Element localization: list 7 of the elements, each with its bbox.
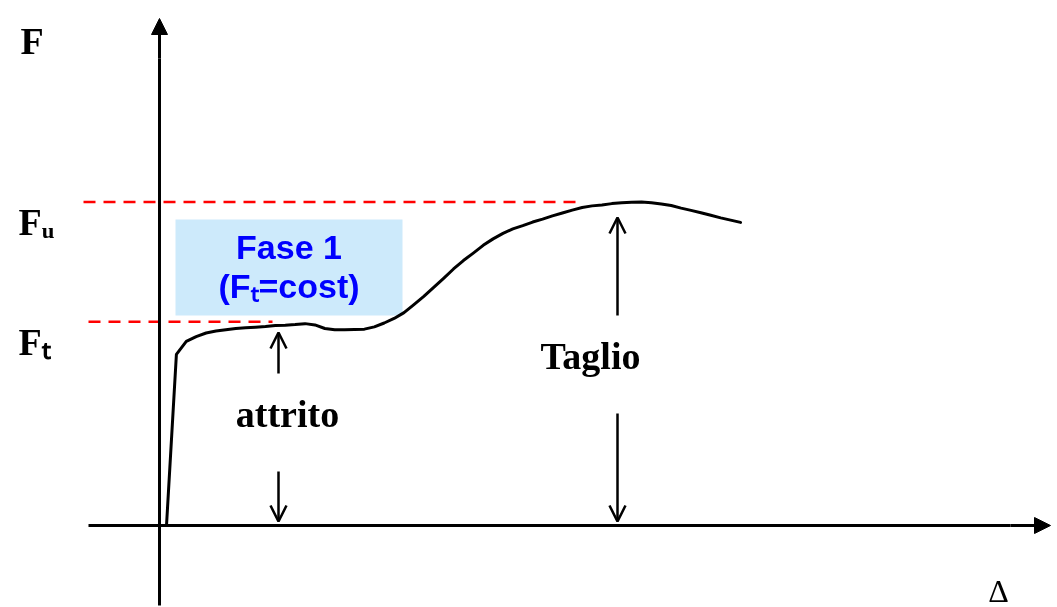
annotation: attrito (235, 392, 340, 435)
text: Δ (988, 572, 1009, 607)
ref-line-label: Fᵤ (18, 201, 55, 243)
annotation: Fase 1 (Fₜ=cost) (218, 227, 360, 305)
ref-line-label: Fₜ (18, 320, 51, 363)
y-axis-title: F (20, 19, 44, 62)
annotation: Taglio (540, 334, 641, 377)
